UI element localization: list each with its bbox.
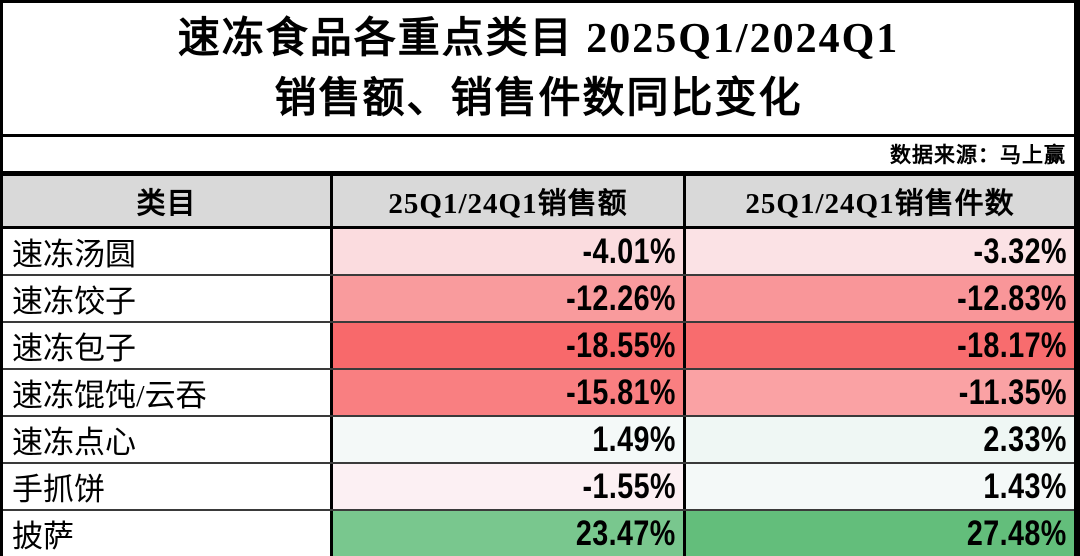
table-header-row: 类目 25Q1/24Q1销售额 25Q1/24Q1销售件数 — [3, 176, 1074, 229]
category-cell: 速冻饺子 — [3, 276, 330, 321]
percent-value: 27.48% — [967, 513, 1067, 553]
table-row: 手抓饼 -1.55% 1.43% — [3, 464, 1074, 511]
percent-value: -12.83% — [957, 278, 1067, 318]
table-row: 速冻汤圆 -4.01% -3.32% — [3, 229, 1074, 276]
title-line-1: 速冻食品各重点类目 2025Q1/2024Q1 — [177, 15, 900, 62]
sales-units-cell: -3.32% — [683, 229, 1074, 274]
percent-value: -1.55% — [582, 466, 676, 506]
table-row: 速冻包子 -18.55% -18.17% — [3, 323, 1074, 370]
percent-value: 2.33% — [983, 419, 1067, 459]
sales-units-cell: -18.17% — [683, 323, 1074, 368]
table-body: 速冻汤圆 -4.01% -3.32% 速冻饺子 -12.26% -12.83% … — [3, 229, 1074, 556]
percent-value: -15.81% — [566, 372, 676, 412]
sales-value-cell: 1.49% — [330, 417, 683, 462]
sales-value-cell: -1.55% — [330, 464, 683, 509]
percent-value: -3.32% — [973, 231, 1067, 271]
sales-value-cell: -12.26% — [330, 276, 683, 321]
category-cell: 手抓饼 — [3, 464, 330, 509]
percent-value: -12.26% — [566, 278, 676, 318]
header-cell-category: 类目 — [136, 188, 197, 220]
sales-value-cell: -4.01% — [330, 229, 683, 274]
header-cell-sales-value: 25Q1/24Q1销售额 — [330, 176, 683, 226]
percent-value: 23.47% — [576, 513, 676, 553]
data-source-label: 数据来源：马上赢 — [890, 143, 1066, 167]
percent-value: -11.35% — [958, 372, 1067, 412]
table-row: 速冻饺子 -12.26% -12.83% — [3, 276, 1074, 323]
percent-value: 1.43% — [983, 466, 1067, 506]
sales-value-cell: 23.47% — [330, 511, 683, 556]
sales-units-cell: 2.33% — [683, 417, 1074, 462]
table-row: 披萨 23.47% 27.48% — [3, 511, 1074, 556]
category-cell: 速冻点心 — [3, 417, 330, 462]
chart-title: 速冻食品各重点类目 2025Q1/2024Q1 销售额、销售件数同比变化 — [3, 3, 1074, 137]
header-cell-sales-units: 25Q1/24Q1销售件数 — [683, 176, 1074, 226]
sales-value-cell: -18.55% — [330, 323, 683, 368]
sales-units-cell: 1.43% — [683, 464, 1074, 509]
sales-units-cell: -11.35% — [683, 370, 1074, 415]
percent-value: -4.01% — [582, 231, 676, 271]
percent-value: -18.55% — [566, 325, 676, 365]
percent-value: -18.17% — [957, 325, 1067, 365]
sales-value-cell: -15.81% — [330, 370, 683, 415]
table-row: 速冻点心 1.49% 2.33% — [3, 417, 1074, 464]
category-cell: 披萨 — [3, 511, 330, 556]
title-line-2: 销售额、销售件数同比变化 — [274, 75, 803, 122]
table-row: 速冻馄饨/云吞 -15.81% -11.35% — [3, 370, 1074, 417]
sales-units-cell: 27.48% — [683, 511, 1074, 556]
category-cell: 速冻汤圆 — [3, 229, 330, 274]
category-cell: 速冻包子 — [3, 323, 330, 368]
percent-value: 1.49% — [592, 419, 676, 459]
data-source-row: 数据来源：马上赢 — [3, 137, 1074, 176]
sales-units-cell: -12.83% — [683, 276, 1074, 321]
category-cell: 速冻馄饨/云吞 — [3, 370, 330, 415]
